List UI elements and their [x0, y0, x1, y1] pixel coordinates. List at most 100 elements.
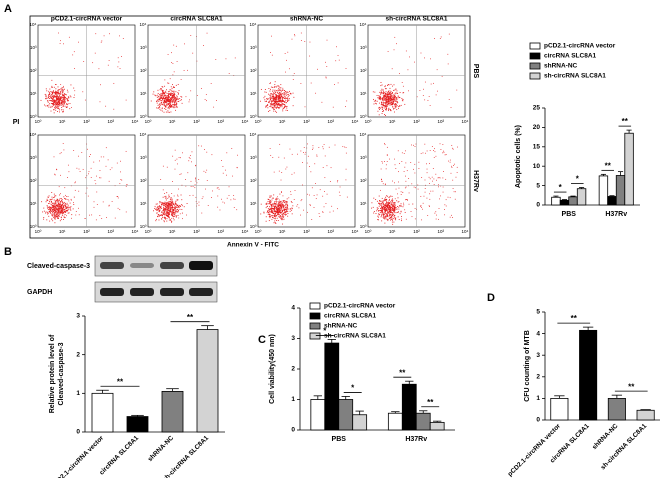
dot [294, 34, 295, 35]
dot [414, 172, 416, 174]
dot [386, 106, 388, 107]
dot [288, 90, 290, 92]
dot [377, 97, 379, 99]
dot [273, 210, 275, 212]
dot [186, 203, 188, 204]
dot [56, 169, 58, 171]
dot [165, 205, 167, 207]
dot [429, 150, 431, 151]
legend-swatch [529, 62, 541, 70]
x-tick-label: 10² [303, 119, 310, 124]
dot [397, 197, 399, 199]
dot [300, 40, 302, 41]
dot [57, 211, 59, 213]
dot [271, 96, 273, 97]
dot [161, 103, 163, 105]
dot [165, 96, 167, 98]
dot [268, 202, 270, 204]
dot [284, 212, 286, 214]
dot [284, 90, 286, 92]
dot [443, 151, 445, 153]
dot [165, 109, 167, 110]
dot [439, 38, 441, 39]
dot [42, 211, 44, 213]
dot [50, 204, 52, 205]
dot [396, 109, 398, 111]
dot [172, 94, 174, 96]
dot [159, 105, 161, 107]
dot [51, 207, 52, 209]
dot [58, 92, 60, 94]
dot [387, 100, 389, 102]
dot [64, 93, 66, 95]
dot [168, 212, 170, 214]
dot [66, 99, 68, 101]
dot [165, 197, 167, 199]
dot [393, 97, 394, 99]
dot [380, 208, 381, 210]
legend-swatch [529, 52, 541, 60]
dot [424, 152, 426, 154]
dot [169, 101, 171, 103]
dot [280, 200, 282, 202]
dot [158, 207, 160, 209]
dot [394, 210, 396, 212]
dot [63, 101, 65, 103]
dot [53, 213, 55, 214]
y-tick-label: 10³ [30, 155, 37, 160]
dot [179, 97, 181, 99]
dot [46, 206, 48, 208]
dot [395, 219, 397, 221]
dot [384, 142, 385, 144]
dot [285, 205, 287, 207]
dot [278, 103, 280, 105]
dot [53, 90, 54, 92]
dot [386, 104, 388, 106]
dot [388, 213, 390, 215]
dot [397, 101, 399, 103]
dot [177, 83, 179, 85]
dot [399, 105, 401, 107]
dot [173, 207, 175, 209]
significance-label: ** [628, 382, 635, 391]
dot [274, 97, 275, 99]
dot [163, 204, 165, 206]
dot [280, 104, 282, 106]
dot [438, 177, 440, 178]
dot [170, 89, 172, 91]
dot [53, 97, 54, 99]
dot [267, 201, 269, 202]
dot [59, 153, 61, 155]
dot [441, 75, 443, 77]
dot [187, 172, 189, 174]
dot [388, 94, 390, 95]
dot [382, 94, 384, 96]
dot [172, 217, 174, 219]
dot [63, 205, 65, 207]
dot [268, 100, 270, 102]
dot [63, 102, 65, 104]
dot [278, 107, 280, 109]
dot [57, 95, 59, 97]
dot [177, 205, 179, 207]
dot [62, 98, 64, 100]
x-tick-label: PBS [332, 436, 347, 443]
dot [164, 94, 166, 96]
dot [376, 103, 377, 105]
dot [381, 161, 383, 162]
dot [165, 209, 167, 210]
dot [403, 153, 405, 154]
dot [172, 97, 174, 99]
dot [172, 155, 174, 157]
dot [273, 96, 275, 98]
dot [393, 208, 395, 210]
dot [50, 95, 52, 97]
dot [297, 153, 298, 155]
dot [386, 146, 388, 148]
dot [64, 208, 66, 210]
dot [430, 83, 432, 85]
dot [60, 218, 62, 220]
dot [50, 199, 52, 201]
dot [385, 204, 387, 206]
dot [231, 148, 233, 149]
